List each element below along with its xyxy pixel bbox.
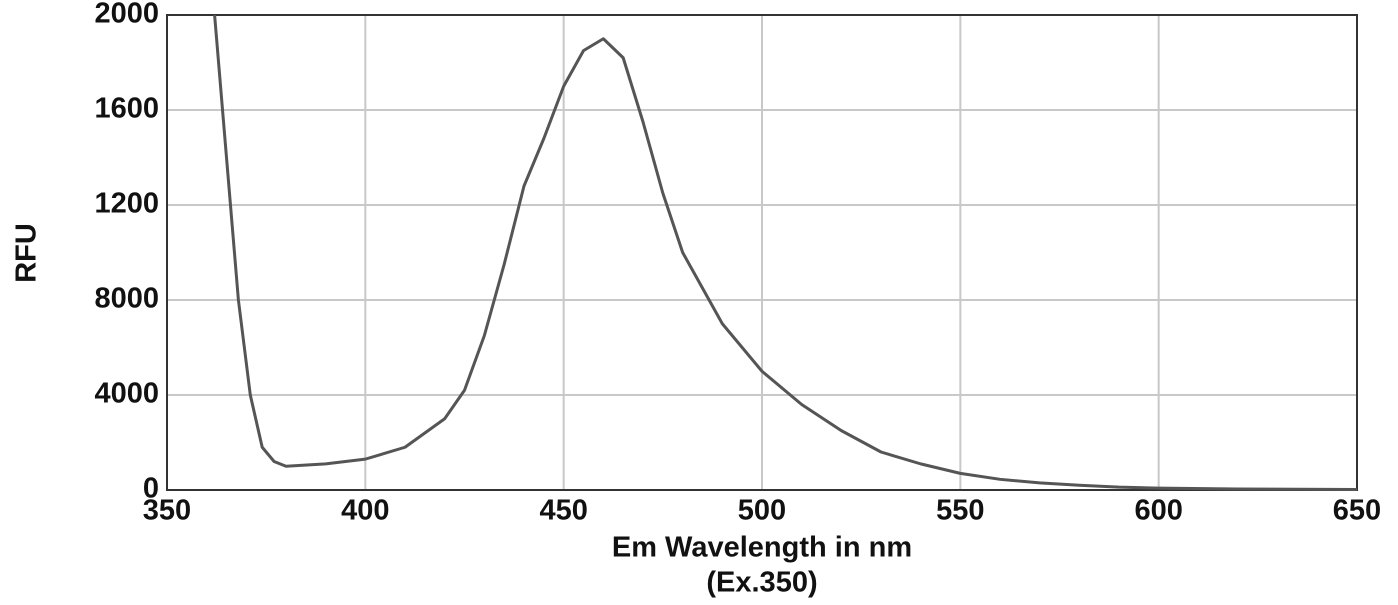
x-tick-label: 650 bbox=[1333, 495, 1381, 527]
y-tick-label: 8000 bbox=[94, 283, 159, 315]
y-axis-label: RFU bbox=[11, 223, 43, 283]
y-tick-label: 1200 bbox=[94, 188, 159, 220]
x-tick-label: 550 bbox=[936, 495, 984, 527]
plot-frame bbox=[166, 14, 1358, 491]
x-tick-label: 500 bbox=[738, 495, 786, 527]
y-tick-label: 2000 bbox=[94, 0, 159, 30]
x-axis-note: (Ex.350) bbox=[706, 567, 817, 599]
x-tick-label: 350 bbox=[143, 495, 191, 527]
y-tick-label: 4000 bbox=[94, 378, 159, 410]
x-tick-label: 600 bbox=[1134, 495, 1182, 527]
y-tick-label: 0 bbox=[143, 473, 159, 505]
y-tick-label: 1600 bbox=[94, 93, 159, 125]
data-line bbox=[213, 14, 1358, 492]
x-tick-label: 450 bbox=[539, 495, 587, 527]
x-axis-label: Em Wavelength in nm bbox=[612, 532, 912, 564]
x-tick-label: 400 bbox=[341, 495, 389, 527]
